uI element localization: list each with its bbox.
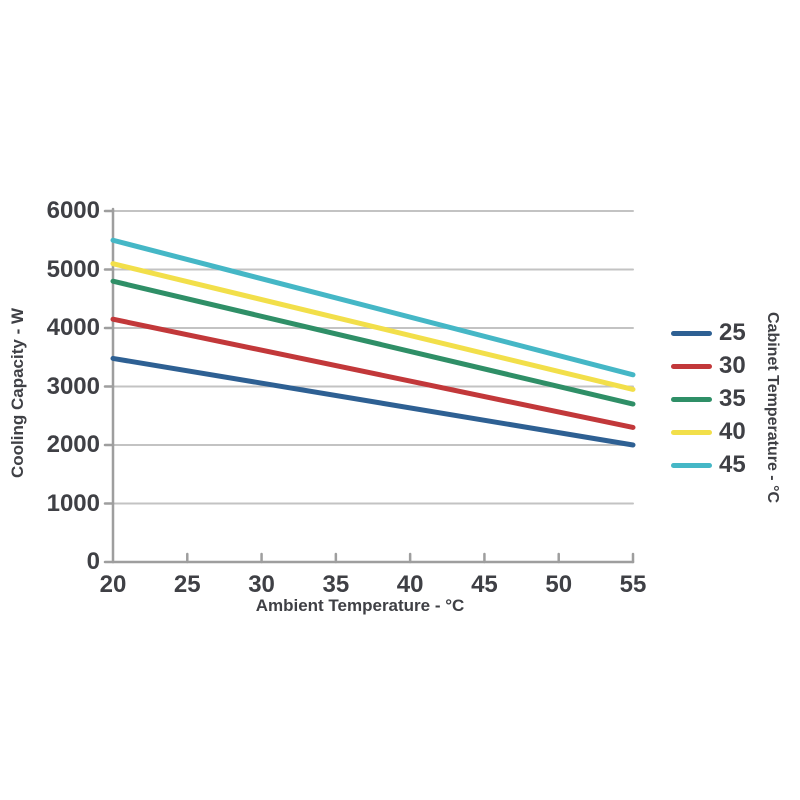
legend-swatch-40: [671, 429, 712, 435]
legend-swatch-30: [671, 363, 712, 369]
legend-label-45: 45: [719, 451, 746, 478]
series-line-30: [110, 316, 636, 430]
y-axis-title: Cooling Capacity - W: [8, 308, 27, 478]
x-axis-title: Ambient Temperature - °C: [255, 596, 465, 615]
x-tick-label-40: 40: [396, 571, 424, 598]
y-tick-label-0: 0: [86, 548, 100, 575]
y-tick-label-3000: 3000: [46, 372, 100, 400]
y-tick-label-1000: 1000: [46, 489, 100, 517]
legend-row-45: 45: [671, 452, 746, 478]
legend-label-30: 30: [719, 352, 746, 379]
x-tick-label-30: 30: [248, 571, 275, 598]
x-tick-label-50: 50: [545, 571, 573, 598]
legend-label-40: 40: [719, 418, 746, 445]
legend-title: Cabinet Temperature - °C: [764, 312, 781, 504]
x-tick-label-35: 35: [322, 571, 350, 598]
x-tick-label-25: 25: [173, 571, 201, 598]
legend: 25 30 35 40 45: [671, 320, 746, 485]
x-tick-label-45: 45: [471, 571, 498, 598]
series-line-25: [110, 355, 636, 448]
legend-label-35: 35: [719, 385, 746, 412]
legend-swatch-35: [671, 396, 712, 402]
series-line-45: [110, 237, 636, 378]
y-tick-label-4000: 4000: [46, 314, 100, 341]
x-tick-label-20: 20: [99, 571, 127, 598]
legend-row-30: 30: [671, 353, 746, 379]
legend-swatch-25: [671, 330, 712, 336]
legend-row-25: 25: [671, 320, 746, 346]
x-tick-label-55: 55: [619, 571, 647, 598]
legend-row-40: 40: [671, 419, 746, 445]
legend-swatch-45: [671, 462, 712, 468]
series-line-40: [110, 261, 636, 392]
legend-label-25: 25: [719, 319, 746, 346]
y-tick-label-5000: 5000: [46, 255, 100, 283]
series-line-35: [110, 278, 636, 407]
y-tick-label-2000: 2000: [46, 431, 100, 458]
legend-row-35: 35: [671, 386, 746, 412]
y-tick-label-6000: 6000: [46, 197, 100, 224]
